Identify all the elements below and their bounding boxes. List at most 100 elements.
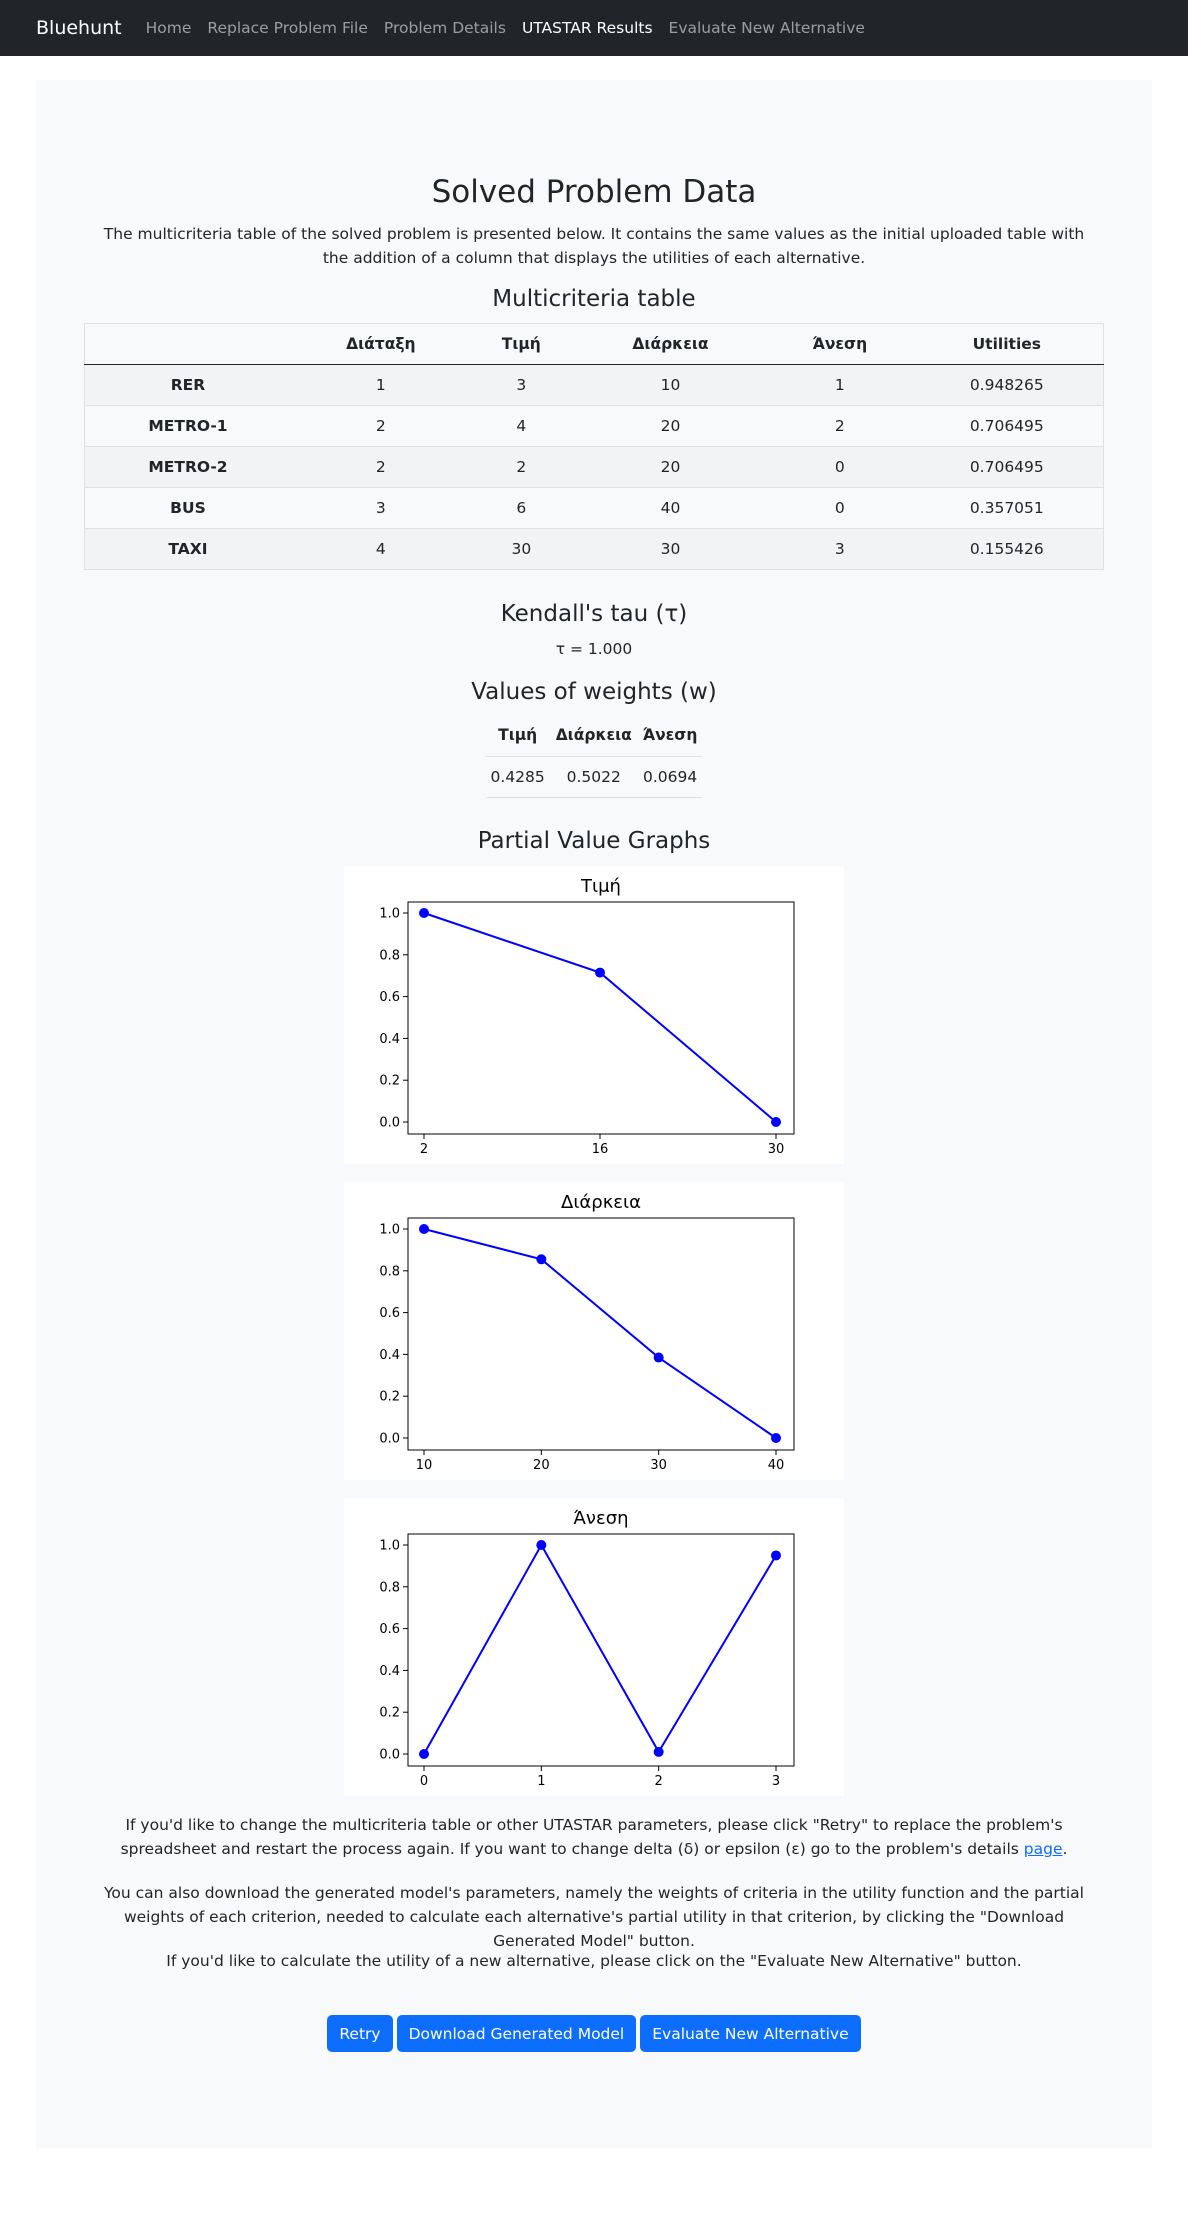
weights-row: 0.4285 0.5022 0.0694 [486,755,702,798]
data-point [536,1254,547,1265]
multicriteria-table: Διάταξη Τιμή Διάρκεια Άνεση Utilities RE… [84,323,1104,570]
table-cell: 1 [769,364,911,406]
y-tick-label: 1.0 [379,1539,400,1554]
table-cell: 20 [571,446,770,488]
table-cell: 0 [769,487,911,529]
y-tick-label: 0.8 [379,1580,400,1595]
table-row: BUS 3 6 40 0 0.357051 [84,487,1104,529]
table-row: RER 1 3 10 1 0.948265 [84,364,1104,406]
table-cell: 2 [769,405,911,447]
chart-title: Διάρκεια [561,1192,641,1213]
table-cell: 4 [290,528,471,570]
weight-value: 0.0694 [638,755,702,798]
column-header-utilities: Utilities [910,323,1104,365]
y-tick-label: 0.4 [379,1348,400,1363]
chart-plot-area [407,1217,795,1451]
download-generated-model-button[interactable]: Download Generated Model [396,2015,637,2052]
partial-value-graph-duration: Διάρκεια 0.0 0.2 0.4 0.6 0.8 1.0 10 20 30 40 [344,1182,844,1480]
table-row: METRO-1 2 4 20 2 0.706495 [84,405,1104,447]
nav-link-replace-problem-file[interactable]: Replace Problem File [207,19,368,37]
x-tick-label: 40 [768,1458,785,1473]
chart-title: Άνεση [573,1508,628,1529]
nav-link-evaluate-new-alternative[interactable]: Evaluate New Alternative [668,19,865,37]
table-cell: 0.357051 [910,487,1104,529]
x-tick-label: 3 [772,1774,780,1789]
x-tick-label: 10 [416,1458,433,1473]
nav-link-utastar-results[interactable]: UTASTAR Results [521,19,653,37]
x-tick-label: 30 [768,1142,785,1157]
chart-plot-area [407,901,795,1135]
weight-value: 0.5022 [549,755,639,798]
table-cell: 3 [470,364,572,406]
data-point [771,1433,781,1443]
table-cell: METRO-1 [84,405,291,447]
evaluate-new-alternative-button[interactable]: Evaluate New Alternative [640,2015,861,2052]
data-point [536,1540,547,1550]
x-tick-label: 20 [533,1458,550,1473]
chart-comfort-svg: Άνεση 0.0 0.2 0.4 0.6 0.8 1.0 0 1 2 3 [379,1508,795,1789]
data-point [419,908,429,918]
partial-value-graphs-heading: Partial Value Graphs [477,828,711,854]
y-tick-label: 0.4 [379,1664,400,1679]
problem-details-page-link[interactable]: page [1023,1840,1063,1858]
retry-button[interactable]: Retry [327,2015,393,2052]
table-cell: 4 [470,405,572,447]
table-cell: 0.948265 [910,364,1104,406]
kendall-tau-value: τ = 1.000 [555,640,633,658]
column-header-ranking: Διάταξη [290,323,471,365]
table-cell: 0.706495 [910,405,1104,447]
y-tick-label: 1.0 [379,1223,400,1238]
table-cell: 0.706495 [910,446,1104,488]
chart-price-svg: Τιμή 0.0 0.2 0.4 0.6 0.8 1.0 2 16 30 [379,876,795,1157]
evaluate-info-text: If you'd like to calculate the utility o… [166,1952,1022,1970]
weights-header-duration: Διάρκεια [555,726,632,745]
data-point [595,967,605,978]
table-cell: BUS [84,487,291,529]
table-cell: 1 [290,364,471,406]
page-title: Solved Problem Data [431,174,757,210]
weights-table: Τιμή Διάρκεια Άνεση 0.4285 0.5022 0.0694 [486,715,702,798]
brand-link[interactable]: Bluehunt [36,17,122,39]
intro-text: The multicriteria table of the solved pr… [103,225,1085,267]
nav-link-home[interactable]: Home [145,19,192,37]
nav-link-problem-details[interactable]: Problem Details [383,19,506,37]
weights-header-price: Τιμή [498,726,538,745]
download-info-text: You can also download the generated mode… [103,1884,1084,1950]
x-tick-label: 2 [420,1142,428,1157]
column-header-comfort: Άνεση [769,323,911,365]
table-cell: 3 [769,528,911,570]
table-row: METRO-2 2 2 20 0 0.706495 [84,446,1104,488]
data-point [771,1117,781,1127]
data-point [419,1749,429,1759]
table-cell: 40 [571,487,770,529]
weights-heading: Values of weights (w) [471,679,717,705]
chart-title: Τιμή [580,876,621,897]
table-cell: METRO-2 [84,446,291,488]
y-tick-label: 0.4 [379,1032,400,1047]
kendall-heading: Kendall's tau (τ) [500,601,688,627]
table-cell: 0 [769,446,911,488]
y-tick-label: 0.8 [379,948,400,963]
data-point [419,1224,429,1234]
retry-info-text-end: . [1062,1840,1068,1858]
x-tick-label: 30 [650,1458,667,1473]
table-cell: 2 [290,446,471,488]
table-cell: 2 [290,405,471,447]
table-cell: 0.155426 [910,528,1104,570]
table-cell: TAXI [84,528,291,570]
data-point [653,1746,664,1757]
column-header-price: Τιμή [470,323,572,365]
y-tick-label: 0.6 [379,1306,400,1321]
column-header-duration: Διάρκεια [571,323,770,365]
data-point [771,1550,781,1561]
navbar: Bluehunt Home Replace Problem File Probl… [0,0,1188,56]
series-line [423,1228,777,1439]
y-tick-label: 0.0 [379,1116,400,1131]
y-tick-label: 1.0 [379,907,400,922]
y-tick-label: 0.8 [379,1264,400,1279]
table-cell: 3 [290,487,471,529]
table-cell: 2 [470,446,572,488]
table-cell: 30 [571,528,770,570]
weights-header-row: Τιμή Διάρκεια Άνεση [486,715,702,756]
y-tick-label: 0.0 [379,1748,400,1763]
